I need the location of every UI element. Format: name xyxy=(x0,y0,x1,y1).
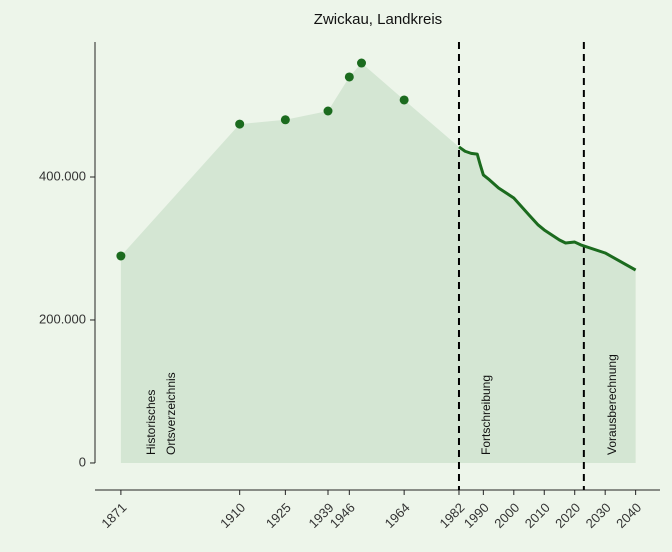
area xyxy=(120,63,636,463)
data-point xyxy=(235,119,245,129)
annotation: Vorausberechnung xyxy=(605,354,619,455)
x-tick-label: 2010 xyxy=(522,500,553,531)
chart-title: Zwickau, Landkreis xyxy=(314,11,442,28)
x-tick-label: 1910 xyxy=(217,500,248,531)
y-tick-label: 0 xyxy=(79,454,86,469)
data-point xyxy=(399,95,409,105)
y-tick-label: 400.000 xyxy=(39,168,86,183)
x-tick-label: 1871 xyxy=(98,500,129,531)
x-tick-label: 1964 xyxy=(382,500,413,531)
x-tick-label: 1982 xyxy=(436,500,467,531)
data-line xyxy=(458,145,637,272)
x-tick-label: 2040 xyxy=(613,500,644,531)
x-tick-label: 1990 xyxy=(461,500,492,531)
data-point xyxy=(323,106,333,116)
annotation: Ortsverzeichnis xyxy=(164,372,178,455)
data-point xyxy=(344,72,354,82)
x-tick-label: 2020 xyxy=(552,500,583,531)
data-point xyxy=(357,58,367,68)
x-tick-label: 2000 xyxy=(491,500,522,531)
data-point xyxy=(280,115,290,125)
x-tick-label: 2030 xyxy=(583,500,614,531)
annotation: Historisches xyxy=(144,390,158,455)
x-tick-label: 1946 xyxy=(327,500,358,531)
annotation: Fortschreibung xyxy=(479,375,493,455)
x-tick-label: 1925 xyxy=(263,500,294,531)
data-point xyxy=(116,251,126,261)
y-tick-label: 200.000 xyxy=(39,311,86,326)
